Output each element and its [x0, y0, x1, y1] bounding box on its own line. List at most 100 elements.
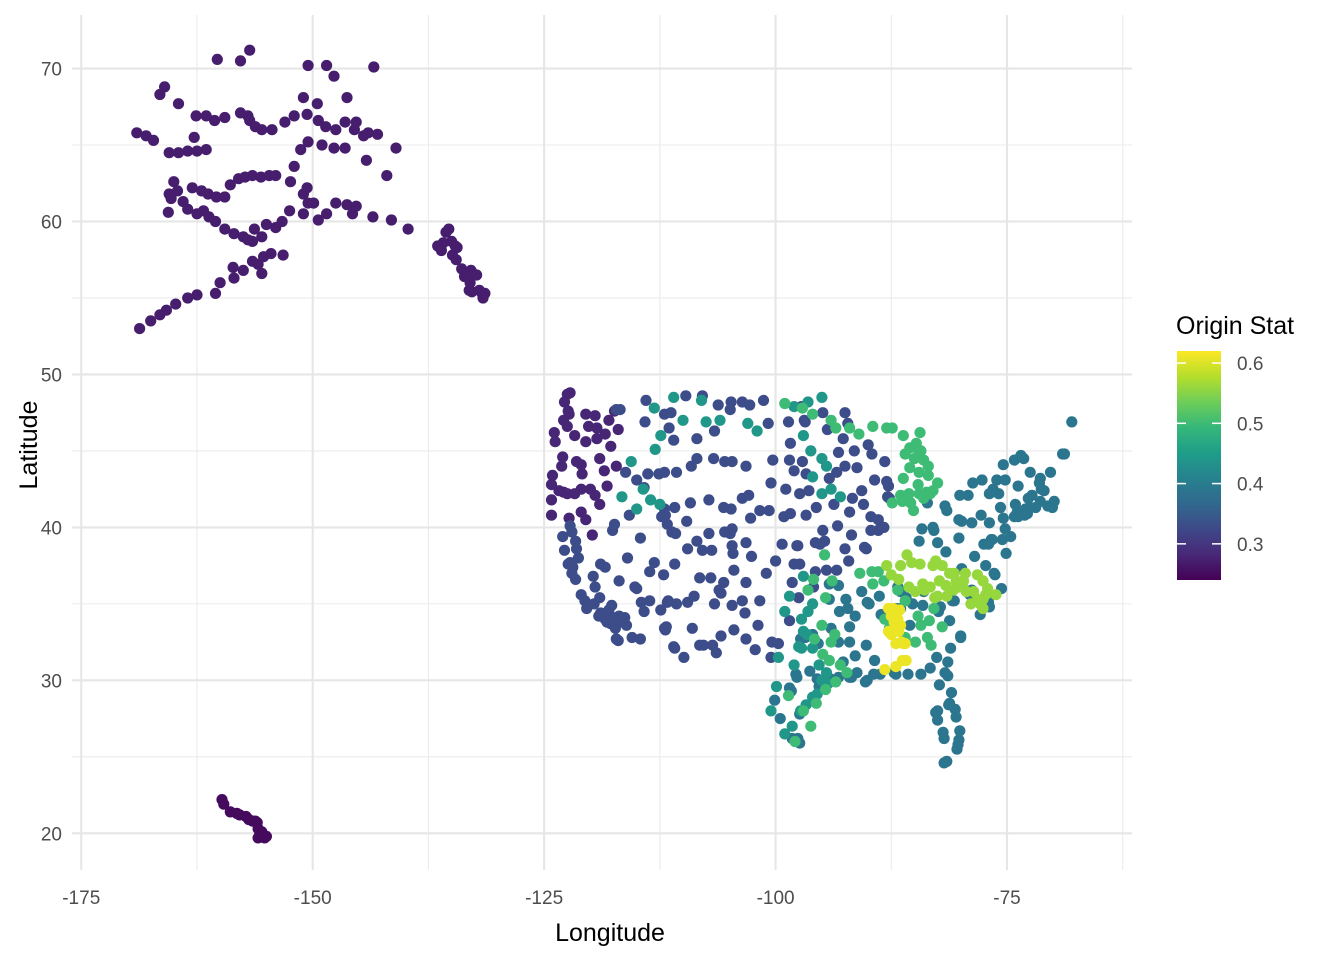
data-point: [924, 662, 936, 674]
data-point: [237, 264, 249, 276]
data-point: [589, 410, 601, 422]
data-point: [767, 454, 779, 466]
data-point: [244, 44, 256, 56]
data-point: [625, 456, 637, 468]
data-point: [867, 420, 879, 432]
data-point: [903, 581, 915, 593]
data-point: [915, 619, 927, 631]
data-point: [873, 590, 885, 602]
data-point: [658, 569, 670, 581]
data-point: [648, 557, 660, 569]
data-point: [872, 524, 884, 537]
data-point: [916, 523, 928, 535]
data-point: [677, 414, 689, 426]
data-point: [820, 564, 833, 576]
data-point: [556, 460, 568, 472]
data-point: [619, 612, 631, 624]
data-point: [749, 644, 761, 656]
data-point: [1030, 501, 1042, 514]
data-point: [845, 529, 858, 541]
data-point: [810, 501, 822, 514]
data-point: [654, 498, 666, 510]
data-point: [825, 483, 837, 495]
data-point: [605, 440, 617, 452]
data-point: [951, 743, 963, 755]
data-point: [1058, 448, 1070, 460]
data-point: [1066, 416, 1078, 428]
data-points: [131, 44, 1078, 844]
data-point: [691, 535, 703, 547]
data-point: [754, 505, 766, 517]
data-point: [191, 145, 203, 157]
data-point: [639, 416, 651, 428]
data-point: [986, 534, 998, 546]
data-point: [745, 512, 757, 524]
data-point: [944, 567, 956, 579]
data-point: [782, 690, 795, 702]
data-point: [941, 755, 953, 768]
data-point: [823, 654, 835, 667]
data-point: [570, 535, 582, 547]
data-point: [1034, 472, 1046, 484]
data-point: [988, 567, 1000, 579]
data-point: [807, 408, 819, 420]
data-point: [715, 630, 727, 642]
data-point: [817, 407, 829, 419]
data-point: [718, 576, 730, 589]
data-point: [959, 567, 972, 579]
data-point: [328, 70, 340, 82]
data-point: [890, 661, 902, 673]
data-point: [754, 595, 766, 607]
y-tick-label: 20: [41, 824, 62, 845]
data-point: [980, 560, 992, 572]
data-point: [328, 142, 340, 154]
data-point: [769, 694, 781, 706]
data-point: [816, 488, 828, 500]
data-point: [644, 595, 656, 607]
data-point: [1011, 506, 1023, 518]
data-point: [760, 567, 772, 579]
data-point: [831, 466, 843, 478]
data-point: [548, 427, 560, 439]
data-point: [820, 683, 832, 696]
data-point: [816, 619, 828, 631]
data-point: [228, 272, 240, 284]
data-point: [260, 218, 272, 231]
data-point: [776, 538, 788, 550]
data-point: [631, 583, 643, 595]
data-point: [925, 639, 937, 651]
data-point: [160, 304, 172, 316]
data-point: [788, 401, 800, 413]
data-point: [770, 555, 782, 567]
data-point: [817, 524, 829, 537]
data-point: [219, 111, 231, 124]
data-point: [983, 517, 996, 529]
data-point: [320, 121, 332, 133]
data-point: [896, 495, 909, 507]
data-point: [680, 390, 692, 402]
data-point: [803, 485, 815, 497]
data-point: [743, 489, 755, 501]
x-tick-label: -75: [993, 888, 1020, 909]
data-point: [589, 581, 601, 593]
data-point: [727, 547, 739, 560]
data-point: [953, 532, 965, 544]
data-point: [648, 402, 660, 414]
data-point: [740, 633, 752, 645]
data-point: [908, 453, 921, 465]
colorbar-ticks: 0.3 0.4 0.5 0.6: [1177, 354, 1264, 556]
data-point: [830, 422, 842, 434]
data-point: [634, 532, 647, 544]
data-point: [256, 124, 268, 136]
data-point: [902, 668, 914, 680]
data-point: [381, 170, 393, 182]
data-point: [807, 642, 819, 654]
data-point: [844, 506, 856, 518]
data-point: [942, 670, 954, 682]
data-point: [708, 598, 721, 610]
data-point: [862, 439, 874, 451]
data-point: [886, 422, 898, 434]
data-point: [811, 688, 823, 700]
data-point: [561, 420, 573, 432]
data-point: [626, 631, 638, 644]
